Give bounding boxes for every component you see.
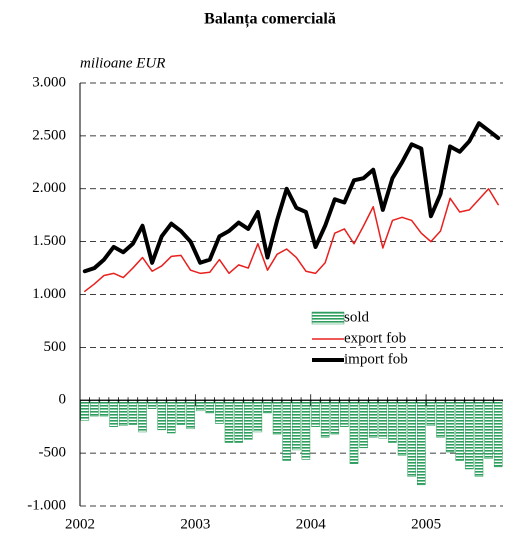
x-tick-label: 2003 [180, 516, 210, 532]
bar [90, 400, 99, 417]
y-tick-label: 500 [44, 339, 67, 355]
bar [167, 400, 176, 434]
bar [340, 400, 349, 427]
bar [426, 400, 436, 426]
bar [224, 400, 234, 443]
y-tick-label: 1.500 [32, 233, 66, 249]
bar [99, 400, 109, 417]
bar [359, 400, 368, 449]
bar [484, 400, 493, 459]
bar [234, 400, 243, 443]
legend-label: sold [344, 309, 370, 325]
bar [436, 400, 445, 438]
bar [215, 400, 224, 424]
bar [282, 400, 291, 461]
y-axis-label: milioane EUR [80, 55, 165, 71]
legend-label: export fob [344, 330, 406, 346]
line [84, 188, 499, 293]
bar [147, 400, 157, 409]
y-tick-label: 1.000 [32, 286, 66, 302]
bar [128, 400, 138, 425]
bar [455, 400, 465, 461]
legend-label: import fob [344, 351, 408, 367]
x-tick-label: 2002 [65, 516, 95, 532]
bar [205, 400, 215, 414]
bar [397, 400, 407, 456]
bar [176, 400, 186, 425]
bar [243, 400, 253, 440]
line [82, 121, 501, 274]
bar [388, 400, 397, 443]
y-tick-label: 0 [59, 392, 67, 408]
bar [407, 400, 416, 477]
x-tick-label: 2005 [411, 516, 441, 532]
bar [186, 400, 195, 430]
bar [109, 400, 118, 427]
bar [195, 400, 205, 412]
y-tick-label: 2.500 [32, 127, 66, 143]
y-tick-label: -500 [39, 445, 67, 461]
bar [465, 400, 474, 470]
bar [253, 400, 263, 433]
bar [272, 400, 282, 435]
bar [138, 400, 147, 433]
chart-title: Balanța comercială [204, 11, 336, 29]
bar [349, 400, 359, 464]
bar [445, 400, 455, 453]
bar [320, 400, 330, 438]
bar [378, 400, 388, 439]
bar [118, 400, 128, 426]
y-tick-label: 3.000 [32, 74, 66, 90]
bar [311, 400, 320, 427]
bar [80, 400, 90, 421]
bar [368, 400, 378, 438]
bar [493, 400, 503, 468]
y-tick-label: 2.000 [32, 180, 66, 196]
bar [292, 400, 301, 451]
y-tick-label: -1.000 [27, 497, 66, 513]
bar [330, 400, 340, 435]
bar [474, 400, 484, 477]
bar [157, 400, 167, 431]
bar [301, 400, 311, 460]
bar [263, 400, 272, 414]
bar [416, 400, 426, 486]
x-tick-label: 2004 [296, 516, 327, 532]
legend-swatch [311, 311, 345, 325]
